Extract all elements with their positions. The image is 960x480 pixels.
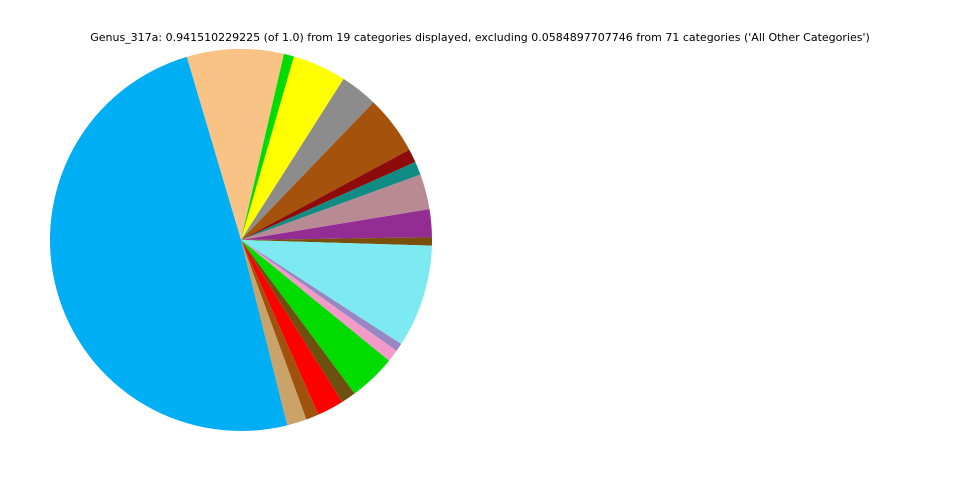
pie-slice-4-gray: [241, 78, 374, 240]
pie-slice-9-purple: [241, 209, 432, 240]
pie-slice-7-teal: [241, 162, 421, 240]
pie-slice-3-yellow: [241, 56, 344, 240]
pie-slice-14-bright-green-2: [241, 240, 390, 394]
pie-slice-12-lavender-purple: [241, 240, 402, 351]
pie-slice-17-sienna-brown: [241, 240, 319, 420]
pie-slice-16-red: [241, 240, 343, 415]
chart-title: Genus_317a: 0.941510229225 (of 1.0) from…: [90, 31, 870, 44]
pie-slice-1-peach: [186, 49, 284, 240]
pie-slice-5-chocolate-brown: [241, 102, 410, 241]
pie-slice-11-pale-turquoise: [241, 240, 432, 345]
pie-slice-10-dark-olive: [241, 237, 433, 246]
pie-slice-15-dark-olive-2: [241, 240, 355, 402]
pie-slice-18-tan: [241, 240, 307, 426]
pie-slice-6-dark-red: [241, 149, 416, 240]
pie-slice-2-bright-green: [241, 53, 294, 241]
pie-slice-13-pink: [241, 240, 397, 361]
pie-slice-8-rosy-brown: [241, 174, 430, 240]
pie-slice-19-sky-blue: [49, 56, 288, 432]
